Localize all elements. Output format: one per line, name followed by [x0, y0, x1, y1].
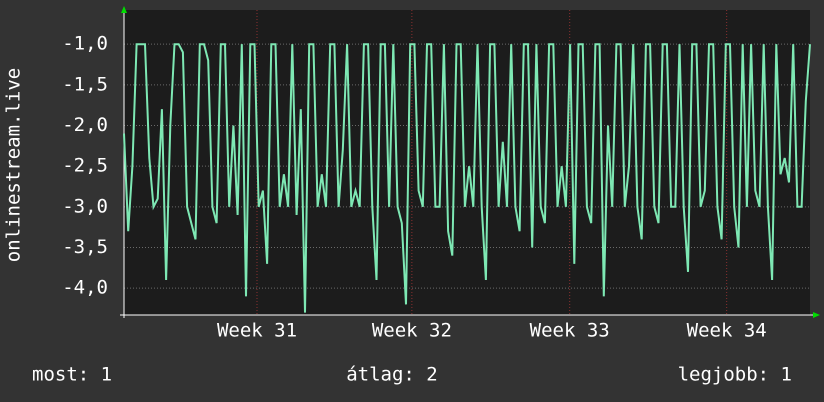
y-tick-label: -3,5	[62, 236, 108, 258]
y-tick-label: -1,0	[62, 33, 108, 55]
x-tick-label: Week 34	[687, 320, 767, 342]
y-tick-label: -3,0	[62, 195, 108, 217]
y-axis-label: onlinestream.live	[3, 68, 25, 262]
y-tick-label: -4,0	[62, 277, 108, 299]
x-tick-label: Week 33	[530, 320, 610, 342]
footer-text: most: 1	[32, 364, 112, 386]
x-tick-label: Week 31	[217, 320, 297, 342]
data-line	[123, 43, 811, 313]
y-tick-label: -1,5	[62, 73, 108, 95]
footer-text: legjobb: 1	[678, 364, 792, 386]
axis-arrow	[121, 6, 127, 13]
x-tick-label: Week 32	[372, 320, 452, 342]
footer-text: átlag: 2	[346, 364, 438, 386]
y-tick-label: -2,5	[62, 155, 108, 177]
plot-area	[124, 10, 810, 315]
y-tick-label: -2,0	[62, 114, 108, 136]
axis-arrow	[813, 312, 820, 318]
